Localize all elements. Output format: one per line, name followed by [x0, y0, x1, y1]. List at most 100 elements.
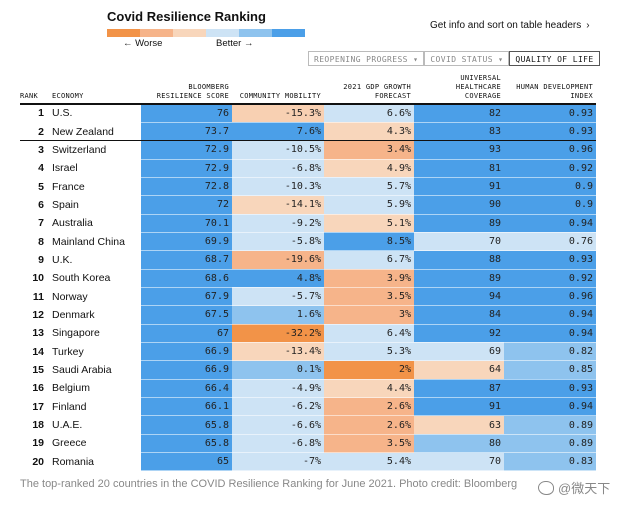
sort-tabs: REOPENING PROGRESS ▾ COVID STATUS ▾ QUALIT… [308, 51, 600, 66]
mobility-cell: 4.8% [232, 269, 324, 288]
mobility-cell: -4.9% [232, 379, 324, 399]
mobility-cell: -6.8% [232, 434, 324, 454]
healthcare-cell: 92 [414, 324, 504, 343]
economy-cell: U.A.E. [49, 415, 141, 435]
economy-cell: South Korea [49, 269, 141, 288]
score-cell: 72.9 [141, 159, 232, 178]
mobility-cell: 7.6% [232, 122, 324, 142]
healthcare-cell: 88 [414, 250, 504, 270]
sort-tab-1[interactable]: COVID STATUS ▾ [424, 51, 510, 66]
healthcare-cell: 84 [414, 305, 504, 325]
table-header-row: RANK ECONOMY BLOOMBERG RESILIENCE SCORE … [20, 73, 596, 105]
mobility-cell: -7% [232, 452, 324, 472]
healthcare-cell: 87 [414, 379, 504, 399]
hdi-cell: 0.9 [504, 177, 596, 197]
rank-cell: 2 [20, 122, 49, 142]
mobility-cell: -5.8% [232, 232, 324, 252]
gdp-cell: 2.6% [324, 397, 414, 417]
table-row: 18 U.A.E. 65.8 -6.6% 2.6% 63 0.89 [20, 415, 596, 435]
sort-tab-2[interactable]: QUALITY OF LIFE [509, 51, 600, 66]
hdi-cell: 0.94 [504, 397, 596, 417]
mobility-cell: -10.3% [232, 177, 324, 197]
rank-cell: 7 [20, 214, 49, 233]
legend-swatch [206, 29, 239, 37]
gdp-cell: 6.4% [324, 324, 414, 343]
table-row: 13 Singapore 67 -32.2% 6.4% 92 0.94 [20, 324, 596, 343]
table-row: 15 Saudi Arabia 66.9 0.1% 2% 64 0.85 [20, 360, 596, 380]
col-header-mobility[interactable]: COMMUNITY MOBILITY [232, 73, 324, 105]
gdp-cell: 4.4% [324, 379, 414, 399]
legend-swatch [140, 29, 173, 37]
healthcare-cell: 90 [414, 195, 504, 215]
score-cell: 72.9 [141, 140, 232, 160]
economy-cell: Spain [49, 195, 141, 215]
mobility-cell: -6.2% [232, 397, 324, 417]
hdi-cell: 0.92 [504, 159, 596, 178]
hdi-cell: 0.93 [504, 250, 596, 270]
hdi-cell: 0.94 [504, 305, 596, 325]
hdi-cell: 0.96 [504, 140, 596, 160]
healthcare-cell: 63 [414, 415, 504, 435]
hdi-cell: 0.76 [504, 232, 596, 252]
gdp-cell: 4.3% [324, 122, 414, 142]
economy-cell: Israel [49, 159, 141, 178]
economy-cell: Saudi Arabia [49, 360, 141, 380]
economy-cell: Singapore [49, 324, 141, 343]
rank-cell: 19 [20, 434, 49, 454]
legend-swatch [107, 29, 140, 37]
hdi-cell: 0.93 [504, 379, 596, 399]
mobility-cell: 1.6% [232, 305, 324, 325]
score-cell: 67.5 [141, 305, 232, 325]
rank-cell: 18 [20, 415, 49, 435]
gdp-cell: 5.7% [324, 177, 414, 197]
gdp-cell: 3.4% [324, 140, 414, 160]
col-header-score[interactable]: BLOOMBERG RESILIENCE SCORE [141, 73, 232, 105]
legend-better-label: Better → [216, 38, 254, 49]
hdi-cell: 0.93 [504, 122, 596, 142]
rank-cell: 12 [20, 305, 49, 325]
rank-cell: 15 [20, 360, 49, 380]
rank-cell: 11 [20, 287, 49, 307]
rank-cell: 1 [20, 104, 49, 123]
rank-cell: 10 [20, 269, 49, 288]
table-row: 3 Switzerland 72.9 -10.5% 3.4% 93 0.96 [20, 140, 596, 160]
watermark-text: @微天下 [558, 481, 611, 496]
score-cell: 76 [141, 104, 232, 123]
table-row: 2 New Zealand 73.7 7.6% 4.3% 83 0.93 [20, 122, 596, 142]
rank-cell: 5 [20, 177, 49, 197]
sort-tab-0[interactable]: REOPENING PROGRESS ▾ [308, 51, 425, 66]
healthcare-cell: 70 [414, 452, 504, 472]
mobility-cell: -15.3% [232, 104, 324, 123]
rank-cell: 9 [20, 250, 49, 270]
mobility-cell: -6.8% [232, 159, 324, 178]
score-cell: 73.7 [141, 122, 232, 142]
table-row: 14 Turkey 66.9 -13.4% 5.3% 69 0.82 [20, 342, 596, 362]
score-cell: 67 [141, 324, 232, 343]
col-header-hdi[interactable]: HUMAN DEVELOPMENT INDEX [504, 73, 596, 105]
info-text: Get info and sort on table headers [430, 20, 582, 31]
economy-cell: New Zealand [49, 122, 141, 142]
economy-cell: Mainland China [49, 232, 141, 252]
mobility-cell: -14.1% [232, 195, 324, 215]
gdp-cell: 4.9% [324, 159, 414, 178]
score-cell: 65.8 [141, 415, 232, 435]
table-row: 7 Australia 70.1 -9.2% 5.1% 89 0.94 [20, 214, 596, 233]
score-cell: 66.9 [141, 342, 232, 362]
hdi-cell: 0.89 [504, 434, 596, 454]
col-header-gdp[interactable]: 2021 GDP GROWTH FORECAST [324, 73, 414, 105]
ranking-table: RANK ECONOMY BLOOMBERG RESILIENCE SCORE … [20, 73, 596, 472]
rank-cell: 13 [20, 324, 49, 343]
col-header-economy[interactable]: ECONOMY [49, 73, 141, 105]
info-link[interactable]: Get info and sort on table headers › [430, 20, 590, 31]
hdi-cell: 0.94 [504, 214, 596, 233]
table-row: 17 Finland 66.1 -6.2% 2.6% 91 0.94 [20, 397, 596, 417]
col-header-rank[interactable]: RANK [20, 73, 49, 105]
chevron-right-icon: › [586, 20, 590, 31]
col-header-healthcare[interactable]: UNIVERSAL HEALTHCARE COVERAGE [414, 73, 504, 105]
hdi-cell: 0.96 [504, 287, 596, 307]
table-row: 8 Mainland China 69.9 -5.8% 8.5% 70 0.76 [20, 232, 596, 252]
score-cell: 65 [141, 452, 232, 472]
hdi-cell: 0.93 [504, 104, 596, 123]
healthcare-cell: 64 [414, 360, 504, 380]
healthcare-cell: 91 [414, 177, 504, 197]
